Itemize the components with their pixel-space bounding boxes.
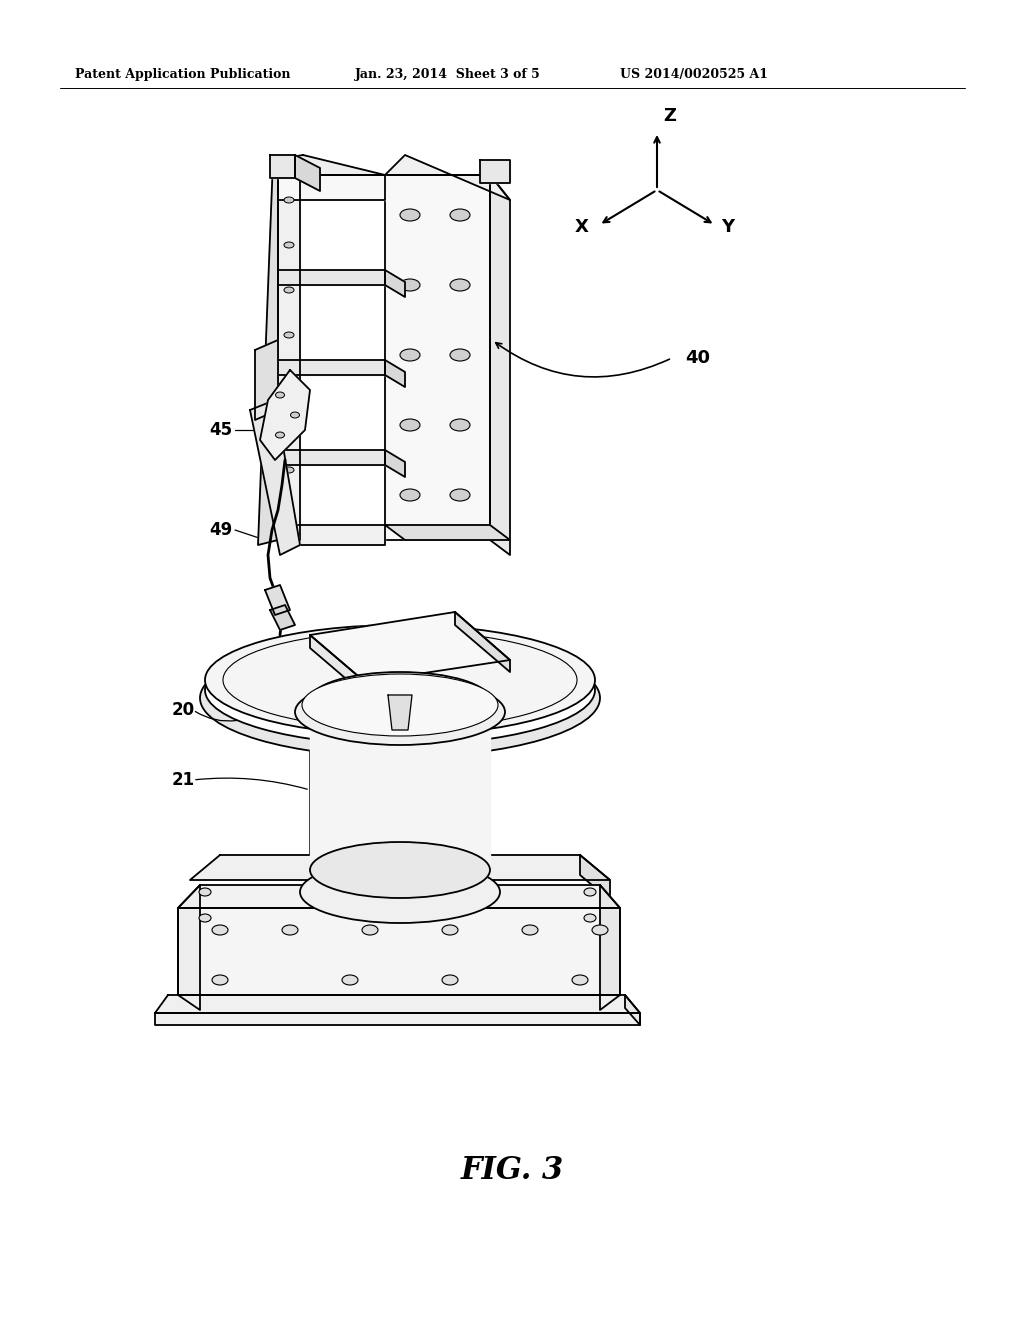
Text: FIG. 3: FIG. 3	[461, 1155, 563, 1185]
Ellipse shape	[295, 678, 505, 744]
Polygon shape	[385, 450, 406, 477]
Polygon shape	[178, 884, 620, 908]
Ellipse shape	[450, 418, 470, 432]
Text: Jan. 23, 2014  Sheet 3 of 5: Jan. 23, 2014 Sheet 3 of 5	[355, 69, 541, 81]
Ellipse shape	[362, 925, 378, 935]
Polygon shape	[278, 450, 385, 465]
Polygon shape	[385, 360, 406, 387]
Ellipse shape	[205, 635, 595, 744]
Text: 21: 21	[172, 771, 195, 789]
Polygon shape	[278, 360, 385, 375]
Ellipse shape	[572, 975, 588, 985]
Polygon shape	[455, 612, 510, 672]
Ellipse shape	[284, 378, 294, 383]
Ellipse shape	[310, 672, 490, 729]
Ellipse shape	[310, 842, 490, 898]
FancyArrowPatch shape	[496, 343, 670, 378]
Polygon shape	[265, 585, 290, 615]
Ellipse shape	[284, 333, 294, 338]
Ellipse shape	[282, 925, 298, 935]
Ellipse shape	[584, 888, 596, 896]
Ellipse shape	[400, 488, 420, 502]
Text: 40: 40	[685, 348, 710, 367]
Ellipse shape	[522, 925, 538, 935]
Ellipse shape	[400, 279, 420, 290]
Polygon shape	[258, 160, 278, 545]
Ellipse shape	[199, 888, 211, 896]
Polygon shape	[310, 635, 365, 696]
Text: X: X	[575, 218, 589, 236]
Polygon shape	[190, 855, 610, 880]
Ellipse shape	[302, 675, 498, 737]
Ellipse shape	[291, 412, 299, 418]
Ellipse shape	[205, 624, 595, 735]
Ellipse shape	[450, 348, 470, 360]
Ellipse shape	[212, 925, 228, 935]
FancyArrowPatch shape	[196, 777, 307, 789]
Polygon shape	[278, 176, 385, 201]
Polygon shape	[490, 176, 510, 554]
Ellipse shape	[200, 639, 600, 756]
Polygon shape	[625, 995, 640, 1026]
Ellipse shape	[450, 209, 470, 220]
Ellipse shape	[442, 925, 458, 935]
Polygon shape	[255, 341, 278, 420]
Polygon shape	[600, 884, 620, 1010]
Polygon shape	[385, 271, 406, 297]
Ellipse shape	[450, 488, 470, 502]
Ellipse shape	[300, 861, 500, 923]
Text: Z: Z	[663, 107, 676, 125]
Ellipse shape	[284, 286, 294, 293]
Polygon shape	[295, 154, 319, 191]
Ellipse shape	[450, 279, 470, 290]
Ellipse shape	[442, 975, 458, 985]
Polygon shape	[385, 176, 490, 540]
FancyArrowPatch shape	[196, 711, 238, 721]
Text: 49: 49	[209, 521, 232, 539]
Ellipse shape	[400, 348, 420, 360]
Text: 45: 45	[209, 421, 232, 440]
Polygon shape	[310, 612, 510, 682]
Ellipse shape	[400, 418, 420, 432]
Polygon shape	[270, 605, 295, 630]
Text: 20: 20	[172, 701, 195, 719]
Ellipse shape	[223, 631, 577, 729]
Polygon shape	[388, 696, 412, 730]
Polygon shape	[385, 154, 510, 201]
Text: Y: Y	[721, 218, 734, 236]
Polygon shape	[250, 400, 300, 554]
Polygon shape	[155, 1012, 640, 1026]
Ellipse shape	[199, 913, 211, 921]
Ellipse shape	[284, 242, 294, 248]
Polygon shape	[155, 995, 640, 1012]
Polygon shape	[480, 160, 510, 183]
Ellipse shape	[275, 392, 285, 399]
Polygon shape	[278, 271, 385, 285]
Polygon shape	[178, 884, 200, 1010]
Ellipse shape	[284, 422, 294, 428]
Polygon shape	[278, 176, 300, 540]
Text: US 2014/0020525 A1: US 2014/0020525 A1	[620, 69, 768, 81]
Polygon shape	[270, 154, 295, 178]
Ellipse shape	[212, 975, 228, 985]
Polygon shape	[260, 370, 310, 459]
Ellipse shape	[400, 209, 420, 220]
Ellipse shape	[275, 432, 285, 438]
Polygon shape	[580, 855, 610, 900]
Polygon shape	[178, 908, 620, 995]
Text: Patent Application Publication: Patent Application Publication	[75, 69, 291, 81]
Ellipse shape	[592, 925, 608, 935]
Ellipse shape	[284, 197, 294, 203]
Ellipse shape	[342, 975, 358, 985]
Polygon shape	[385, 525, 510, 540]
Ellipse shape	[284, 512, 294, 517]
Ellipse shape	[584, 913, 596, 921]
Polygon shape	[278, 525, 385, 545]
Polygon shape	[310, 700, 490, 870]
Polygon shape	[273, 154, 385, 176]
Ellipse shape	[284, 467, 294, 473]
